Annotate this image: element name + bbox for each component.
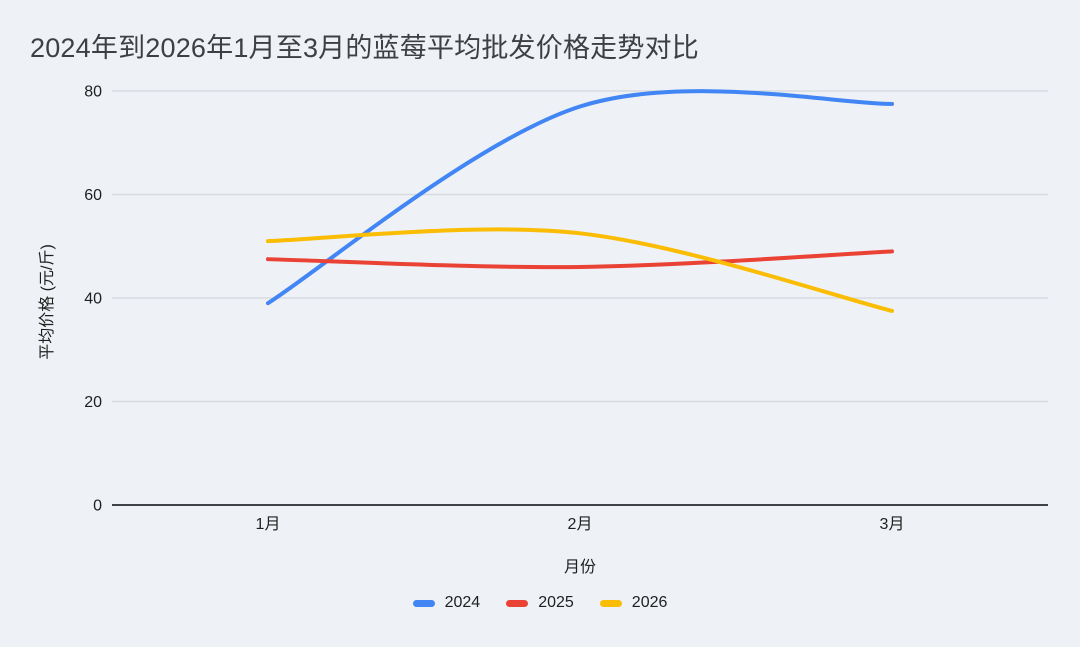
series-line-2026 (266, 227, 894, 313)
legend-label-2025: 2025 (538, 594, 574, 611)
legend-swatch-2024 (412, 599, 435, 607)
y-tick-label-0: 0 (93, 498, 102, 515)
x-axis-title: 月份 (563, 559, 596, 576)
x-tick-label-3: 3月 (880, 516, 905, 533)
legend-label-2026: 2026 (631, 594, 668, 611)
legend-item-2025[interactable]: 2025 (506, 594, 574, 612)
y-tick-label-40: 40 (84, 291, 102, 308)
legend-item-2024[interactable]: 2024 (412, 594, 481, 612)
legend: 2024 2025 2026 (0, 594, 1080, 612)
series-line-2024 (266, 89, 894, 306)
y-tick-label-80: 80 (84, 84, 102, 101)
legend-swatch-2025 (506, 599, 529, 607)
y-axis-title: 平均价格 (元/斤) (39, 244, 56, 360)
legend-swatch-2026 (599, 599, 622, 607)
x-tick-label-2: 2月 (568, 516, 593, 533)
y-tick-label-20: 20 (84, 394, 102, 411)
x-tick-label-1: 1月 (256, 516, 281, 533)
legend-label-2024: 2024 (444, 594, 481, 611)
series-line-2025 (266, 249, 894, 270)
y-tick-label-60: 60 (84, 187, 102, 204)
chart-title: 2024年到2026年1月至3月的蓝莓平均批发价格走势对比 (30, 33, 699, 63)
legend-item-2026[interactable]: 2026 (599, 594, 668, 612)
